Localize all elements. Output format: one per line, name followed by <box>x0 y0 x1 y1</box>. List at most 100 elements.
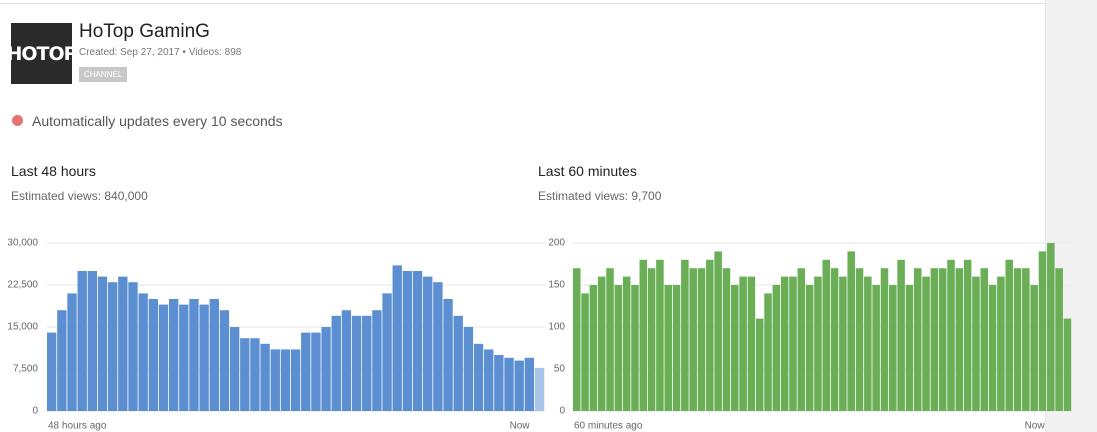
bar <box>897 259 905 411</box>
bar <box>764 293 772 411</box>
bar <box>664 285 672 411</box>
x-tick-label: 60 minutes ago <box>574 421 643 432</box>
bar <box>179 304 189 411</box>
bar <box>581 293 589 411</box>
bar <box>87 271 98 411</box>
bar <box>905 285 914 411</box>
x-tick-label: Now <box>510 421 531 432</box>
bar <box>997 276 1005 411</box>
bar <box>747 276 756 411</box>
bar <box>639 259 648 411</box>
bar <box>331 315 341 411</box>
bar <box>351 315 362 411</box>
bar <box>158 304 169 411</box>
bar <box>805 285 814 411</box>
bar <box>847 251 855 411</box>
bar <box>972 276 980 411</box>
bar <box>913 268 922 411</box>
bar <box>168 299 179 411</box>
bar <box>240 338 250 411</box>
bar <box>930 268 939 411</box>
channel-logo[interactable]: HOTOP <box>6 23 78 84</box>
y-tick-label: 30,000 <box>7 238 38 249</box>
bar <box>321 327 331 411</box>
bar <box>681 259 689 411</box>
bar <box>872 285 880 411</box>
bar <box>382 293 392 411</box>
bar <box>270 349 280 411</box>
bar <box>290 349 301 411</box>
bar <box>372 310 382 411</box>
bar <box>947 259 955 411</box>
bar <box>57 310 67 411</box>
bar <box>955 268 964 411</box>
bar <box>706 259 714 411</box>
bar <box>484 349 494 411</box>
y-tick-label: 22,500 <box>7 280 38 291</box>
bar <box>1055 268 1063 411</box>
bar <box>714 251 722 411</box>
bar <box>606 268 614 411</box>
bar <box>138 293 148 411</box>
bar <box>689 268 697 411</box>
top-border <box>0 3 1045 4</box>
bar <box>67 293 77 411</box>
bar <box>614 285 623 411</box>
bar <box>260 343 270 411</box>
bar <box>107 282 118 411</box>
y-tick-label: 150 <box>548 280 565 291</box>
bar <box>922 276 930 411</box>
bar <box>189 299 199 411</box>
bar <box>524 357 535 411</box>
bar <box>97 276 108 411</box>
bar <box>341 310 352 411</box>
y-tick-label: 0 <box>559 406 565 417</box>
y-tick-label: 15,000 <box>7 322 38 333</box>
bar <box>889 285 897 411</box>
bar <box>672 285 681 411</box>
bar <box>534 367 545 411</box>
bar <box>1005 259 1013 411</box>
bar <box>1047 243 1055 411</box>
bar <box>423 276 433 411</box>
bar <box>463 327 474 411</box>
chart-title: Last 60 minutes <box>538 163 637 179</box>
bar <box>199 304 209 411</box>
bar <box>772 285 781 411</box>
bar <box>118 276 128 411</box>
status-text: Automatically updates every 10 seconds <box>32 113 283 129</box>
bar <box>402 271 413 411</box>
bar <box>453 315 463 411</box>
bar <box>789 276 797 411</box>
bar <box>622 276 631 411</box>
bar <box>148 299 158 411</box>
bar <box>938 268 947 411</box>
bar <box>1038 251 1047 411</box>
chart-subtitle: Estimated views: 840,000 <box>11 189 148 203</box>
bar <box>1030 285 1038 411</box>
bar <box>77 271 87 411</box>
status-dot <box>12 115 23 126</box>
bar <box>963 259 972 411</box>
bar <box>1013 268 1022 411</box>
separator: • <box>182 47 186 58</box>
bar <box>47 332 57 411</box>
videos: Videos: 898 <box>188 47 242 58</box>
channel-name[interactable]: HoTop GaminG <box>79 21 210 42</box>
bar <box>797 268 806 411</box>
bar <box>780 276 789 411</box>
bar <box>980 268 989 411</box>
bar <box>443 299 453 411</box>
bar <box>814 276 822 411</box>
bar <box>362 315 372 411</box>
bar <box>722 268 731 411</box>
bar <box>504 357 514 411</box>
bar <box>280 349 291 411</box>
bar <box>988 285 997 411</box>
x-tick-label: 48 hours ago <box>48 421 107 432</box>
bar <box>589 285 598 411</box>
bar <box>573 268 581 411</box>
y-tick-label: 0 <box>32 406 38 417</box>
